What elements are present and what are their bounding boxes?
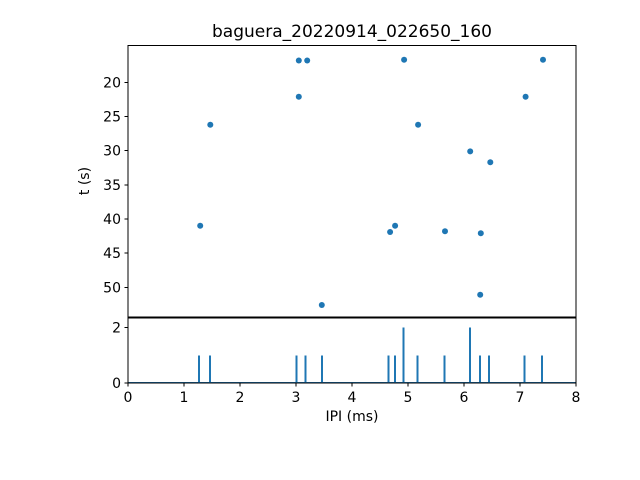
stem-bar xyxy=(443,355,446,383)
x-tick-label: 6 xyxy=(460,390,469,406)
scatter-y-axis-ticks: 20 25 30 35 40 45 50 xyxy=(103,75,128,296)
stem-bar xyxy=(198,355,201,383)
stem-bar xyxy=(540,355,543,383)
scatter-point xyxy=(387,229,394,235)
y-tick-label: 45 xyxy=(103,246,121,262)
scatter-point xyxy=(477,230,484,237)
x-axis-ticks: 0 1 2 3 4 5 6 7 8 xyxy=(124,383,581,406)
scatter-plot-frame xyxy=(127,45,577,318)
y-tick-label: 25 xyxy=(103,110,121,126)
y-tick-label: 50 xyxy=(103,280,121,296)
scatter-point xyxy=(392,222,399,229)
scatter-point xyxy=(522,93,529,100)
scatter-point xyxy=(401,56,408,63)
chart-title: baguera_20220914_022650_160 xyxy=(212,22,492,42)
stem-bar xyxy=(295,355,298,383)
stem-bar xyxy=(479,355,482,383)
y-tick-label: 0 xyxy=(112,376,121,392)
scatter-point xyxy=(442,228,448,235)
x-tick-label: 5 xyxy=(404,390,413,406)
stem-bar xyxy=(320,355,323,383)
scatter-point xyxy=(540,56,546,63)
x-tick-label: 8 xyxy=(572,390,581,406)
x-tick-label: 4 xyxy=(348,390,357,406)
stem-bar xyxy=(208,355,211,383)
stem-y-axis-ticks: 02 xyxy=(112,321,128,392)
x-tick-label: 1 xyxy=(180,390,189,406)
x-tick-label: 7 xyxy=(516,390,525,406)
scatter-subplot: 20 25 30 35 40 45 50 xyxy=(103,45,577,318)
x-tick-label: 0 xyxy=(124,390,133,406)
stem-bar xyxy=(402,327,405,383)
stem-bar xyxy=(469,327,472,383)
scatter-point xyxy=(487,159,494,166)
stem-bar xyxy=(416,355,419,383)
scatter-point xyxy=(295,57,302,64)
y-tick-label: 30 xyxy=(103,144,121,160)
stem-bar xyxy=(488,355,491,383)
y-tick-label: 2 xyxy=(112,321,121,337)
x-axis-label: IPI (ms) xyxy=(325,409,378,425)
x-tick-label: 2 xyxy=(236,390,245,406)
x-tick-label: 3 xyxy=(292,390,301,406)
y-axis-label: t (s) xyxy=(77,167,93,195)
scatter-point xyxy=(477,291,484,298)
scatter-point xyxy=(467,148,474,155)
scatter-point xyxy=(318,302,325,308)
scatter-point xyxy=(207,121,214,128)
scatter-point xyxy=(415,121,422,128)
stem-bar xyxy=(304,355,307,383)
scatter-point xyxy=(304,57,311,64)
stem-bars-layer xyxy=(198,327,543,383)
stem-plot-frame xyxy=(127,317,577,384)
scatter-point xyxy=(197,222,204,229)
y-tick-label: 40 xyxy=(103,212,121,228)
stem-bar xyxy=(387,355,390,383)
y-tick-label: 35 xyxy=(103,178,121,194)
stem-bar xyxy=(523,355,526,383)
stem-bar xyxy=(394,355,397,383)
y-tick-label: 20 xyxy=(103,75,121,91)
scatter-points-layer xyxy=(197,56,546,308)
scatter-point xyxy=(295,93,302,100)
